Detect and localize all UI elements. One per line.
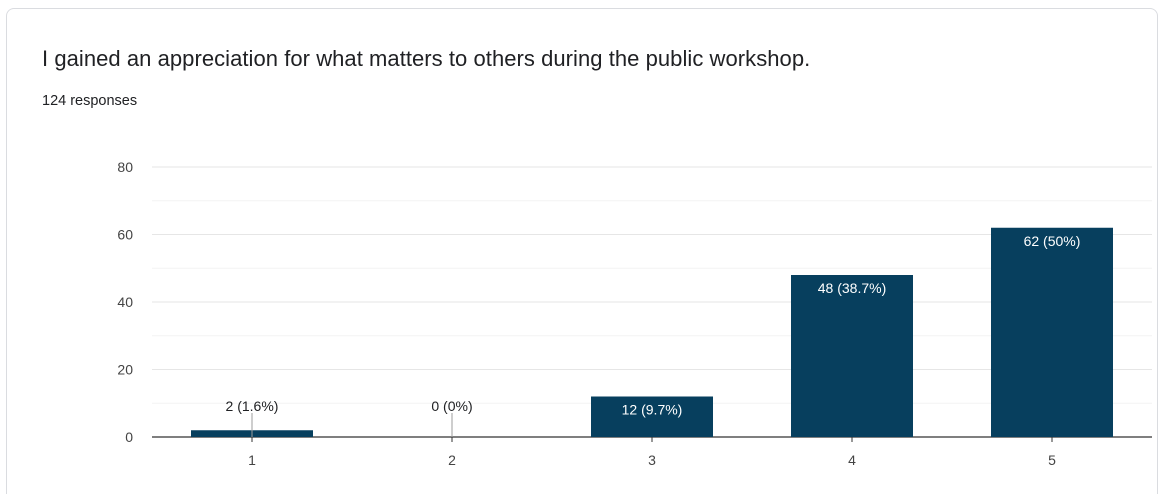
chart-card	[6, 8, 1158, 494]
x-tick-label: 5	[1048, 452, 1056, 468]
data-label-1: 2 (1.6%)	[226, 398, 279, 414]
data-labels: 2 (1.6%) 0 (0%) 12 (9.7%) 48 (38.7%) 62 (50%…	[226, 233, 1081, 437]
x-tick-label: 2	[448, 452, 456, 468]
x-tick-label: 3	[648, 452, 656, 468]
data-label-5: 62 (50%)	[1024, 233, 1081, 249]
data-label-3: 12 (9.7%)	[622, 402, 683, 418]
y-tick-label: 0	[125, 429, 133, 445]
data-label-2: 0 (0%)	[431, 398, 472, 414]
y-tick-label: 40	[117, 294, 133, 310]
gridlines	[152, 166, 1152, 438]
bar-5[interactable]	[991, 227, 1113, 437]
data-label-4: 48 (38.7%)	[818, 280, 886, 296]
response-count: 124 responses	[42, 93, 138, 109]
question-title: I gained an appreciation for what matter…	[42, 46, 811, 71]
y-tick-label: 60	[117, 227, 133, 243]
x-tick-label: 4	[848, 452, 856, 468]
y-tick-label: 80	[117, 159, 133, 175]
y-tick-label: 20	[117, 362, 133, 378]
bar-3[interactable]	[591, 396, 713, 438]
bars	[191, 227, 1113, 438]
x-axis-ticks: 1 2 3 4 5	[248, 437, 1056, 468]
x-tick-label: 1	[248, 452, 256, 468]
bar-4[interactable]	[791, 275, 913, 437]
y-axis-ticks: 0 20 40 60 80	[117, 159, 133, 445]
